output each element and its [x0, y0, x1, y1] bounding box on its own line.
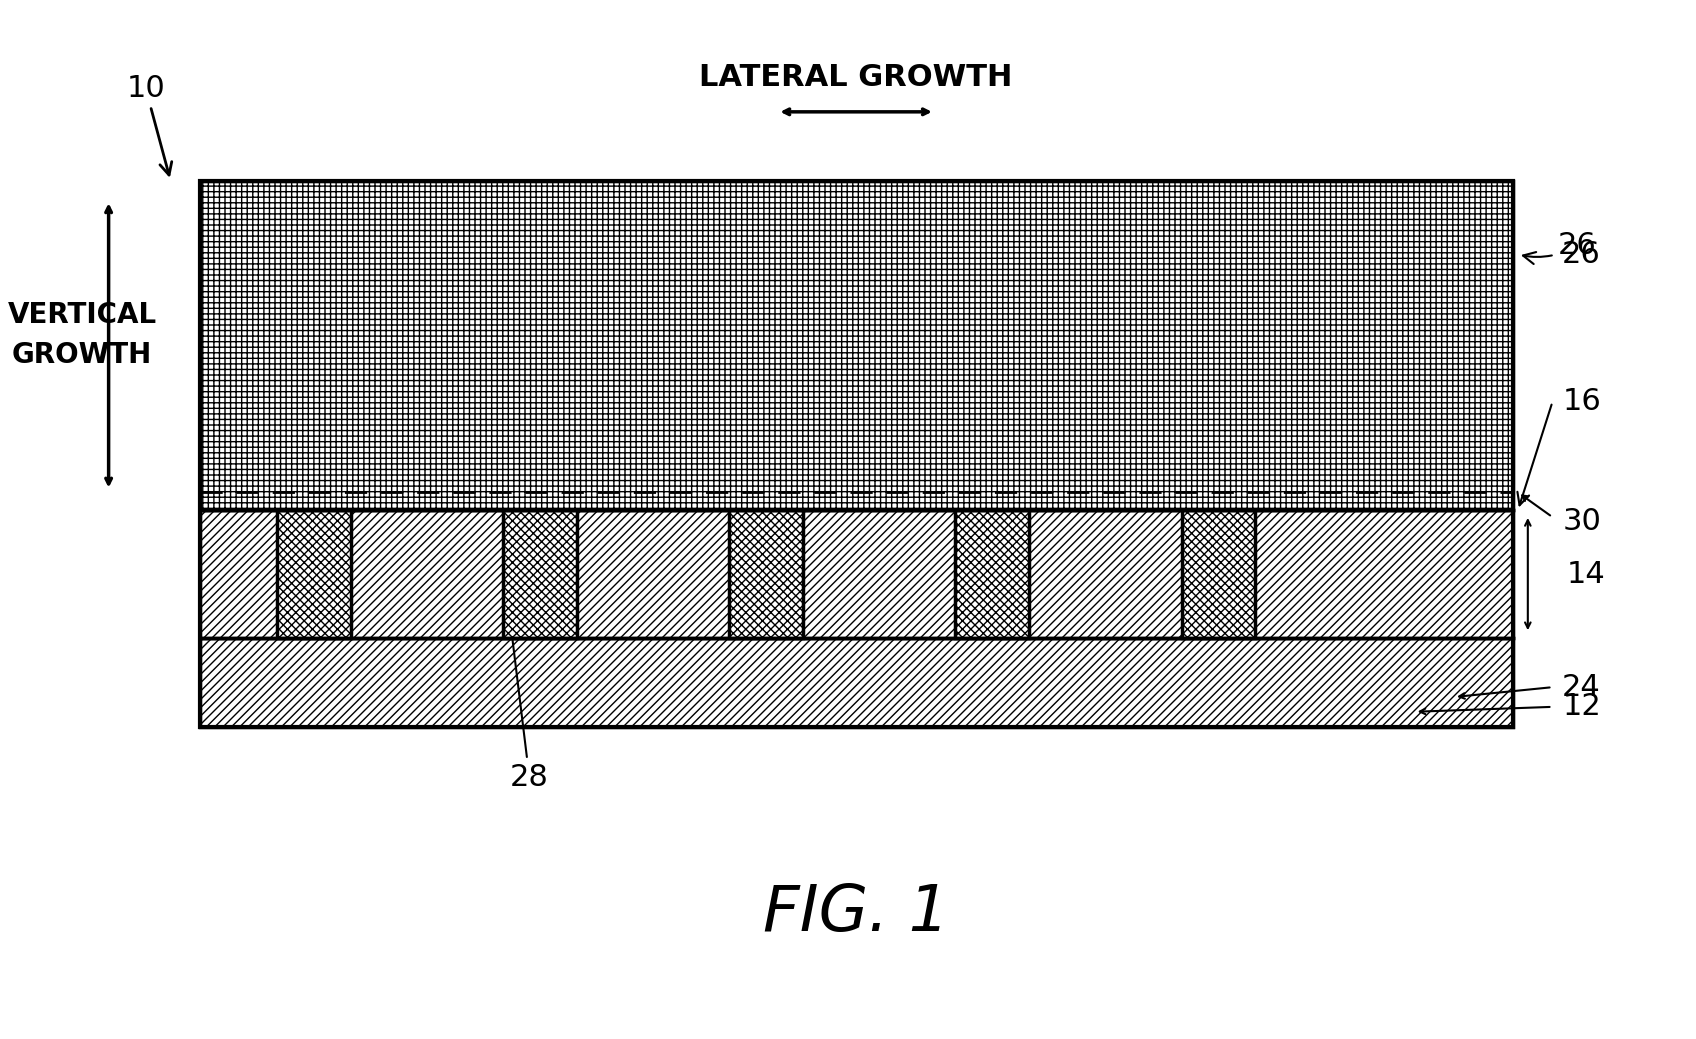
Bar — [955, 510, 1029, 638]
Text: GROWTH: GROWTH — [12, 341, 153, 369]
Text: 16: 16 — [1562, 388, 1601, 417]
Text: 24: 24 — [1562, 672, 1601, 701]
Bar — [1182, 510, 1255, 638]
Bar — [200, 181, 1513, 510]
Bar — [729, 510, 802, 638]
Text: 14: 14 — [1567, 560, 1606, 588]
Bar — [200, 638, 1513, 726]
Bar — [955, 510, 1029, 638]
Bar — [200, 510, 1513, 638]
Bar — [504, 510, 577, 638]
Bar — [729, 510, 802, 638]
Bar — [276, 510, 351, 638]
Text: 26: 26 — [1562, 240, 1601, 269]
Text: 30: 30 — [1562, 507, 1601, 536]
Bar — [200, 181, 1513, 510]
Bar — [200, 638, 1513, 726]
Text: 10: 10 — [126, 74, 171, 175]
Text: VERTICAL: VERTICAL — [7, 301, 156, 329]
Bar — [200, 510, 1513, 638]
Text: 18: 18 — [1140, 427, 1179, 456]
Text: FIG. 1: FIG. 1 — [763, 882, 950, 944]
Text: 28: 28 — [505, 623, 550, 792]
Bar — [276, 510, 351, 638]
Text: 12: 12 — [1562, 692, 1601, 721]
Bar — [1182, 510, 1255, 638]
Text: 20: 20 — [982, 427, 1021, 456]
Bar — [504, 510, 577, 638]
Text: 26: 26 — [1523, 232, 1596, 264]
Bar — [200, 181, 1513, 726]
Text: 22: 22 — [806, 451, 845, 480]
Text: LATERAL GROWTH: LATERAL GROWTH — [699, 63, 1013, 91]
